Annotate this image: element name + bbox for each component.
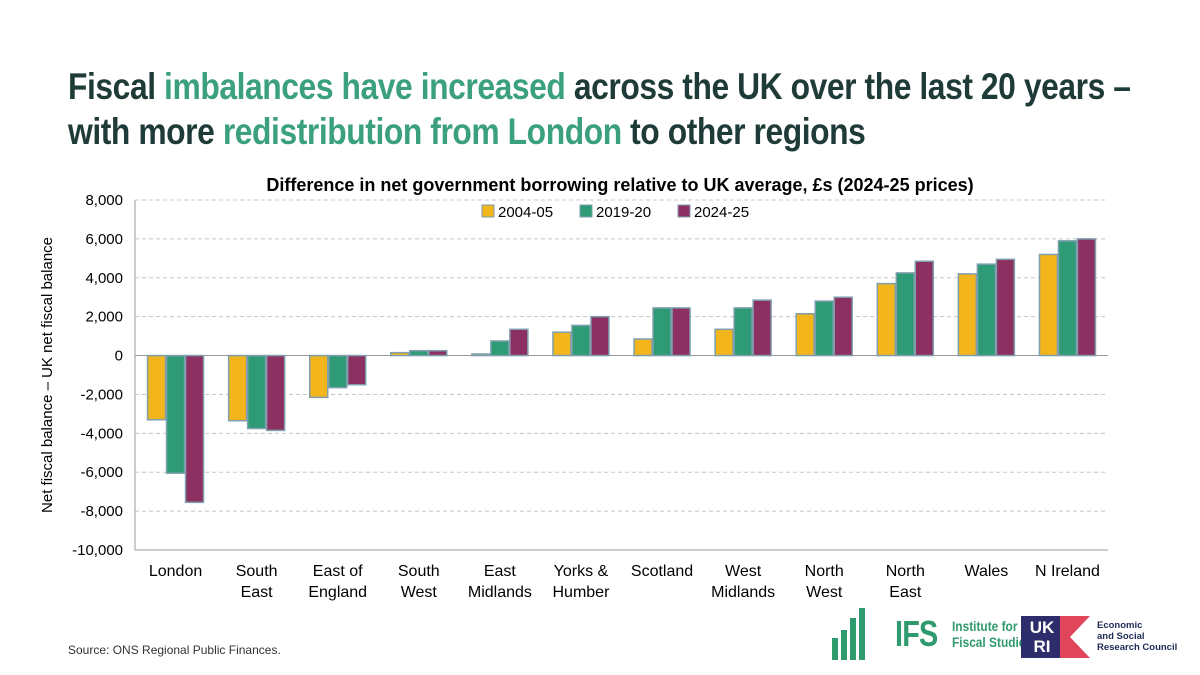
headline-line-1: Fiscal imbalances have increased across … xyxy=(68,66,1131,107)
bar xyxy=(733,307,753,357)
x-tick-label: N Ireland xyxy=(1035,563,1100,580)
bar xyxy=(1076,238,1097,357)
ukri-logo-icon xyxy=(1021,616,1063,658)
bar xyxy=(714,328,734,357)
x-tick-label: South xyxy=(236,563,278,580)
ifs-logo-name: Institute for Fiscal Studies xyxy=(952,618,1033,650)
bar xyxy=(490,340,510,357)
y-axis-title: Net fiscal balance – UK net fiscal balan… xyxy=(39,237,56,513)
bar xyxy=(390,351,410,357)
x-tick-label: East xyxy=(889,584,922,601)
bar xyxy=(227,354,248,422)
x-tick-label: London xyxy=(149,563,202,580)
bar xyxy=(671,307,691,357)
source-note: Source: ONS Regional Public Finances. xyxy=(68,643,281,657)
bar xyxy=(876,282,897,357)
bar xyxy=(471,353,491,357)
x-tick-label: East of xyxy=(313,563,363,580)
y-tick-label: 0 xyxy=(115,348,123,365)
bar xyxy=(509,328,529,357)
x-tick-label: Wales xyxy=(964,563,1008,580)
bar xyxy=(590,315,610,357)
legend-label: 2019-20 xyxy=(596,204,651,221)
x-tick-label: North xyxy=(805,563,844,580)
headline-line-2: with more redistribution from London to … xyxy=(68,111,866,152)
legend-label: 2024-25 xyxy=(694,204,749,221)
bar xyxy=(184,354,205,504)
legend-swatch xyxy=(677,204,691,218)
bar xyxy=(1057,240,1078,357)
x-tick-label: East xyxy=(484,563,517,580)
x-tick-label: East xyxy=(241,584,274,601)
y-tick-label: -4,000 xyxy=(80,425,123,442)
esrc-logo-text: Economic and Social Research Council xyxy=(1097,620,1178,653)
bar xyxy=(428,349,448,357)
chart-title: Difference in net government borrowing r… xyxy=(266,175,974,195)
x-tick-label: Yorks & xyxy=(554,563,609,580)
bar xyxy=(814,300,834,357)
bar xyxy=(165,354,186,474)
y-tick-label: -10,000 xyxy=(72,542,123,559)
y-tick-label: 8,000 xyxy=(85,192,123,209)
bar xyxy=(265,354,286,432)
y-tick-label: -6,000 xyxy=(80,464,123,481)
x-tick-label: Midlands xyxy=(711,584,775,601)
y-tick-label: -8,000 xyxy=(80,503,123,520)
bar xyxy=(957,273,978,357)
x-tick-label: South xyxy=(398,563,440,580)
y-tick-label: 2,000 xyxy=(85,309,123,326)
x-tick-label: England xyxy=(308,584,367,601)
legend-swatch xyxy=(579,204,593,218)
bar xyxy=(1038,253,1059,357)
bar xyxy=(652,307,672,357)
legend-label: 2004-05 xyxy=(498,204,553,221)
bar xyxy=(976,263,997,357)
legend-swatch xyxy=(481,204,495,218)
ifs-logo-bars-icon xyxy=(832,608,865,660)
ukri-logo-letters: UK RI xyxy=(1029,618,1055,656)
x-tick-label: West xyxy=(806,584,843,601)
ifs-logo-text: IFS xyxy=(895,613,938,654)
bar xyxy=(633,338,653,357)
bar xyxy=(346,354,367,386)
x-tick-label: West xyxy=(725,563,762,580)
bar xyxy=(895,272,916,357)
bar xyxy=(995,258,1016,357)
slide-headline: Fiscal imbalances have increased across … xyxy=(68,64,1131,154)
x-tick-label: West xyxy=(401,584,438,601)
bar xyxy=(327,354,348,389)
y-tick-label: -2,000 xyxy=(80,386,123,403)
x-tick-label: Midlands xyxy=(468,584,532,601)
bar xyxy=(571,324,591,357)
bar xyxy=(752,299,772,357)
x-tick-label: North xyxy=(886,563,925,580)
y-tick-label: 4,000 xyxy=(85,270,123,287)
bar xyxy=(308,354,329,399)
bar xyxy=(795,313,815,357)
x-tick-label: Humber xyxy=(553,584,611,601)
bar xyxy=(246,354,267,430)
bar xyxy=(146,354,167,421)
bar xyxy=(833,296,853,357)
y-tick-label: 6,000 xyxy=(85,231,123,248)
bar xyxy=(914,260,935,357)
ukri-chevron-icon xyxy=(1060,616,1090,658)
x-tick-label: Scotland xyxy=(631,563,693,580)
bar xyxy=(409,349,429,357)
bar xyxy=(552,331,572,357)
